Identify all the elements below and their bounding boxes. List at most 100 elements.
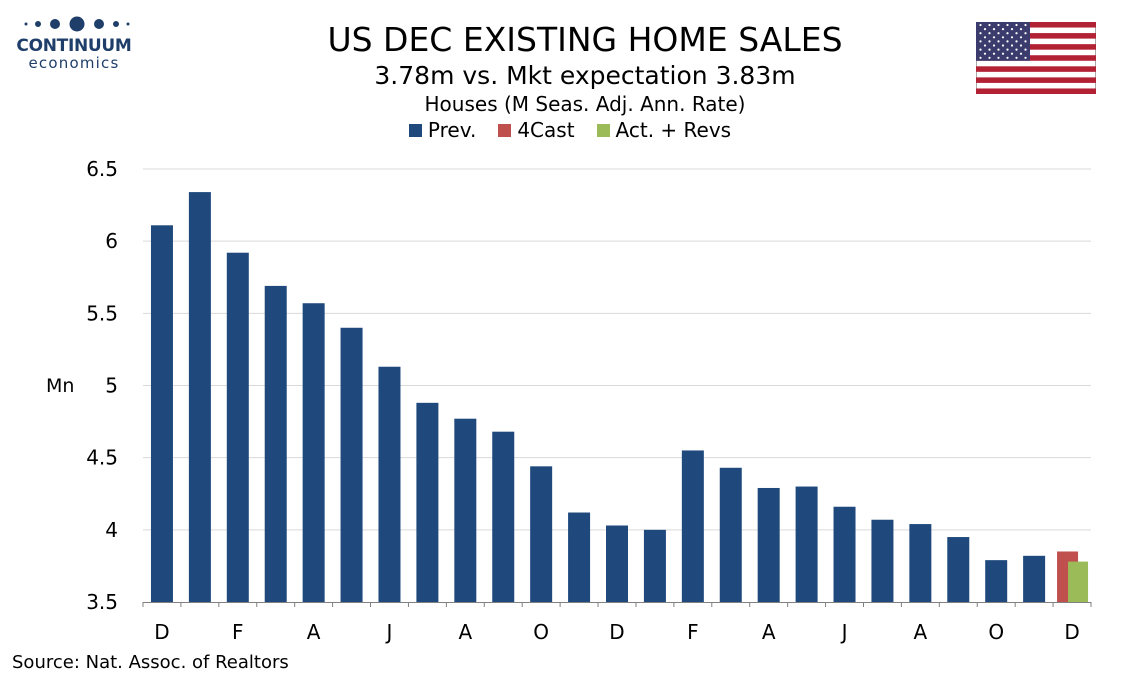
logo-subtitle: economics <box>28 54 120 72</box>
legend-label-actual: Act. + Revs <box>615 118 732 142</box>
logo-dots-icon <box>24 16 130 32</box>
flag-star <box>1024 48 1027 51</box>
flag-star <box>997 48 1000 51</box>
bar-prev <box>454 418 477 602</box>
bar-prev <box>416 402 439 602</box>
source-note: Source: Nat. Assoc. of Realtors <box>12 652 289 673</box>
bar-prev <box>302 303 325 602</box>
x-tick-label: O <box>988 620 1004 644</box>
bar-prev <box>681 450 704 602</box>
legend-swatch-4cast <box>498 123 512 137</box>
flag-star <box>983 28 987 31</box>
chart-subtitle: 3.78m vs. Mkt expectation 3.83m <box>374 61 796 90</box>
flag-star <box>1001 44 1005 47</box>
bar-prev <box>264 285 287 602</box>
flag-star <box>979 40 982 43</box>
flag-star <box>979 56 982 59</box>
flag-star <box>979 23 982 27</box>
y-tick-label: 6.5 <box>86 157 118 181</box>
bar-prev <box>340 327 363 602</box>
bar-prev <box>909 524 932 602</box>
bar-prev <box>1023 555 1046 602</box>
flag-star <box>1006 48 1009 51</box>
bar-prev <box>795 486 818 602</box>
y-tick-label: 6 <box>105 229 118 253</box>
flag-star <box>1019 28 1023 31</box>
legend-item-actual: Act. + Revs <box>596 118 732 142</box>
legend-label-4cast: 4Cast <box>517 118 575 142</box>
flag-star <box>997 56 1000 59</box>
y-axis-label: Mn <box>46 375 75 397</box>
y-tick-label: 5.5 <box>86 301 118 325</box>
flag-star <box>1006 23 1009 27</box>
y-tick-label: 4.5 <box>86 446 118 470</box>
flag-star <box>1010 36 1014 39</box>
bar-prev <box>757 487 780 602</box>
bar-chart: 3.5 4 4.5 5 5.5 6 6.5 D F A J A O D F A J A O D <box>86 157 1092 644</box>
flag-star <box>992 52 996 55</box>
flag-star <box>1024 40 1027 43</box>
flag-star <box>988 40 991 43</box>
legend-swatch-prev <box>408 123 422 137</box>
continuum-logo: CONTINUUM economics <box>14 14 134 76</box>
bar-prev <box>150 225 173 602</box>
bar-actual <box>1068 561 1089 602</box>
flag-star <box>983 52 987 55</box>
flag-star <box>997 32 1000 35</box>
x-tick-label: D <box>154 620 169 644</box>
bar-prev <box>606 525 628 602</box>
flag-star <box>1006 40 1009 43</box>
flag-star <box>1001 36 1005 39</box>
x-tick-label: J <box>840 620 848 644</box>
bar-prev <box>188 192 211 603</box>
flag-star <box>1006 32 1009 35</box>
flag-star <box>1024 23 1027 27</box>
bar-prev <box>492 431 515 602</box>
bar-prev <box>947 537 970 602</box>
bar-prev <box>719 467 742 602</box>
flag-star <box>979 32 982 35</box>
legend-item-prev: Prev. <box>408 118 476 142</box>
y-tick-label: 4 <box>105 518 118 542</box>
y-tick-label: 3.5 <box>86 590 118 614</box>
bar-prev <box>568 512 591 602</box>
flag-star <box>1001 52 1005 55</box>
flag-star <box>1024 56 1027 59</box>
flag-star <box>1010 52 1014 55</box>
us-flag-icon <box>976 22 1096 94</box>
x-tick-label: A <box>458 620 472 644</box>
bar-prev <box>378 366 401 602</box>
x-tick-label: D <box>1064 620 1079 644</box>
flag-star <box>992 36 996 39</box>
flag-star <box>1015 32 1018 35</box>
bar-prev <box>530 466 553 602</box>
logo-name: CONTINUUM <box>16 36 132 56</box>
x-tick-label: O <box>533 620 549 644</box>
flag-star <box>1019 52 1023 55</box>
bar-prev <box>643 529 666 602</box>
x-tick-label: D <box>609 620 624 644</box>
flag-star <box>1010 44 1014 47</box>
bar-prev <box>833 506 856 602</box>
x-tick-label: A <box>762 620 776 644</box>
legend-item-4cast: 4Cast <box>498 118 575 142</box>
flag-star <box>988 48 991 51</box>
x-tick-label: J <box>385 620 393 644</box>
flag-star <box>1015 23 1018 27</box>
legend-swatch-actual <box>596 123 610 137</box>
bar-prev <box>871 519 894 602</box>
chart-title: US DEC EXISTING HOME SALES <box>327 20 843 59</box>
bar-prev <box>226 252 249 603</box>
flag-star <box>1010 28 1014 31</box>
flag-star <box>1015 48 1018 51</box>
flag-star <box>979 48 982 51</box>
x-tick-label: F <box>687 620 699 644</box>
bar-prev <box>985 560 1008 602</box>
flag-star <box>1019 36 1023 39</box>
flag-star <box>1006 56 1009 59</box>
x-tick-label: F <box>232 620 244 644</box>
flag-star <box>992 44 996 47</box>
flag-star <box>1019 44 1023 47</box>
flag-star <box>988 32 991 35</box>
flag-star <box>1015 56 1018 59</box>
